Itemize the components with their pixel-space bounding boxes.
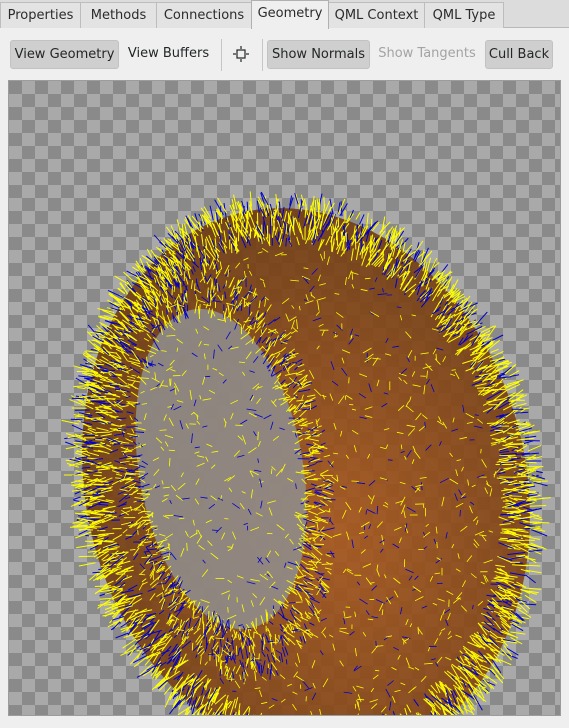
tab-qml-type[interactable]: QML Type <box>424 2 504 28</box>
view-geometry-button[interactable]: View Geometry <box>10 40 119 69</box>
toolbar-separator <box>221 39 222 71</box>
toolbar-separator <box>262 39 263 71</box>
tab-methods[interactable]: Methods <box>80 2 157 28</box>
tab-bar: Properties Methods Connections Geometry … <box>0 0 569 29</box>
geometry-viewport[interactable] <box>8 80 561 716</box>
tab-properties[interactable]: Properties <box>0 2 81 28</box>
mesh-render <box>61 191 551 715</box>
tab-geometry[interactable]: Geometry <box>251 0 329 29</box>
fit-view-button[interactable] <box>226 40 256 69</box>
show-normals-button[interactable]: Show Normals <box>267 40 370 69</box>
view-buffers-button[interactable]: View Buffers <box>127 46 210 61</box>
show-tangents-button[interactable]: Show Tangents <box>378 46 476 61</box>
geometry-toolbar: View Geometry View Buffers Show Normals … <box>0 28 569 80</box>
tab-connections[interactable]: Connections <box>156 2 252 28</box>
cull-back-button[interactable]: Cull Back <box>485 40 553 69</box>
fit-view-icon <box>233 46 249 62</box>
tab-qml-context[interactable]: QML Context <box>328 2 425 28</box>
mesh-hole <box>135 308 307 630</box>
